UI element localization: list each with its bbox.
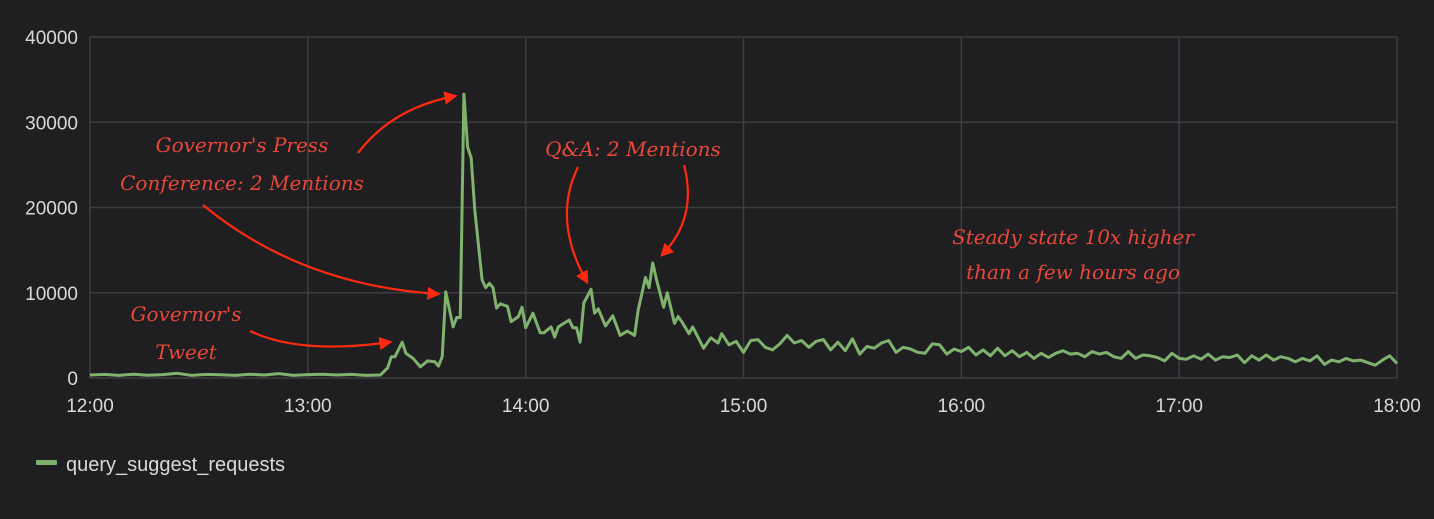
x-tick-label: 17:00 [1155,396,1203,417]
y-tick-label: 40000 [25,28,78,49]
y-tick-label: 10000 [25,284,78,305]
x-tick-label: 18:00 [1373,396,1421,417]
legend[interactable]: query_suggest_requests [36,454,285,476]
x-axis: 12:00 13:00 14:00 15:00 16:00 17:00 18:00 [66,396,1421,417]
annotation-steady-line1: Steady state 10x higher [952,225,1195,249]
annotation-qa: Q&A: 2 Mentions [545,137,721,161]
y-tick-label: 30000 [25,113,78,134]
arrow-qa-first [565,166,589,285]
annotation-press-line1: Governor's Press [156,133,329,157]
x-tick-label: 14:00 [502,396,550,417]
arrow-tweet [249,330,393,351]
series-line-query-suggest-requests [89,92,1399,377]
annotations: Governor's Press Conference: 2 Mentions … [120,91,1195,364]
legend-swatch [36,460,57,465]
y-tick-label: 0 [67,369,78,390]
grid-lines [89,36,1398,379]
arrow-qa-second [660,164,690,257]
arrow-press-to-peak [357,91,458,154]
y-axis: 0 10000 20000 30000 40000 [25,28,78,390]
annotation-press-line2: Conference: 2 Mentions [120,171,364,195]
arrow-press-to-first-spike [202,204,441,300]
y-tick-label: 20000 [25,199,78,220]
x-tick-label: 13:00 [284,396,332,417]
annotation-tweet-line2: Tweet [155,340,217,364]
x-tick-label: 15:00 [720,396,768,417]
annotation-tweet-line1: Governor's [131,302,242,326]
x-tick-label: 16:00 [938,396,986,417]
annotation-steady-line2: than a few hours ago [966,260,1180,284]
legend-label[interactable]: query_suggest_requests [66,454,285,476]
x-tick-label: 12:00 [66,396,114,417]
